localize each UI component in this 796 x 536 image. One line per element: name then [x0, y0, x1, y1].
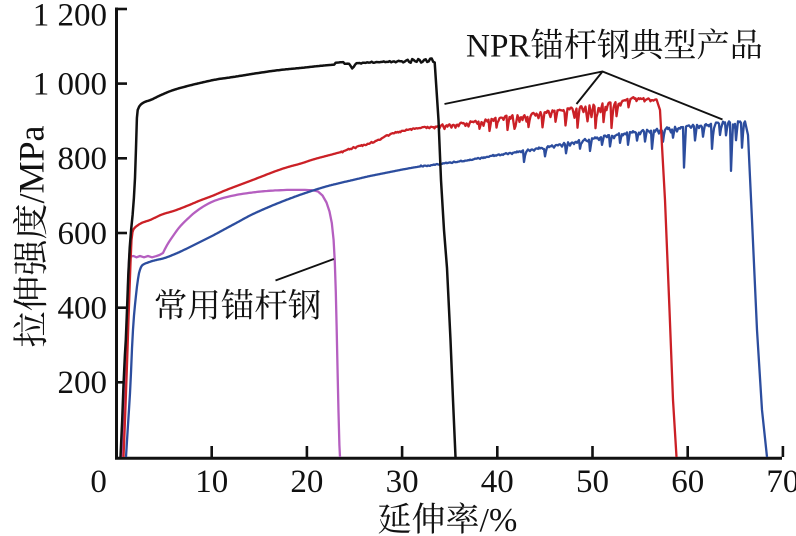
svg-text:0: 0 [90, 464, 107, 500]
svg-text:/MPa: /MPa [12, 125, 52, 203]
svg-text:/%: /% [480, 502, 518, 536]
svg-text:10: 10 [195, 464, 228, 500]
svg-text:200: 200 [58, 365, 108, 401]
svg-text:40: 40 [481, 464, 514, 500]
svg-text:800: 800 [58, 141, 108, 177]
svg-text:1 000: 1 000 [33, 67, 107, 103]
svg-text:NPR: NPR [466, 28, 531, 65]
svg-text:400: 400 [58, 291, 108, 327]
svg-text:600: 600 [58, 216, 108, 252]
svg-text:1 200: 1 200 [33, 0, 107, 34]
svg-text:50: 50 [576, 464, 609, 500]
svg-text:30: 30 [386, 464, 419, 500]
svg-text:60: 60 [671, 464, 704, 500]
svg-text:20: 20 [290, 464, 323, 500]
svg-text:70: 70 [766, 464, 796, 500]
